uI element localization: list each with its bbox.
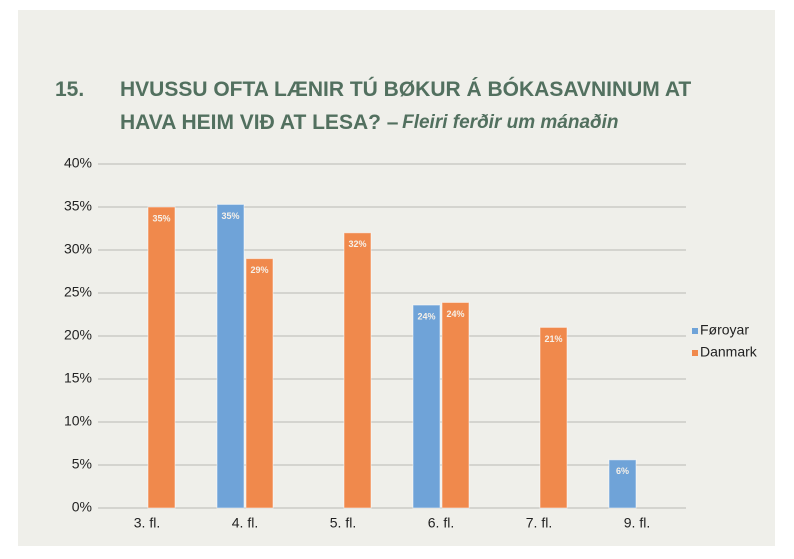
- panel: [18, 10, 775, 546]
- value-label: 24%: [446, 309, 464, 319]
- value-label: 35%: [152, 213, 170, 223]
- value-label: 29%: [250, 265, 268, 275]
- legend-swatch: [692, 328, 698, 334]
- title-number: 15.: [55, 78, 84, 101]
- value-label: 35%: [221, 211, 239, 221]
- y-tick-label: 35%: [64, 198, 92, 214]
- chart-title: HVUSSU OFTA LÆNIR TÚ BØKUR Á BÓKASAVNINU…: [120, 77, 691, 101]
- y-tick-label: 15%: [64, 370, 92, 386]
- bar: [245, 258, 274, 509]
- legend-label: Føroyar: [700, 322, 749, 338]
- chart-title-line: HAVA HEIM VIÐ AT LESA? – Fleiri ferðir u…: [120, 111, 619, 134]
- bar: [147, 206, 176, 509]
- y-tick-label: 40%: [64, 155, 92, 171]
- bar: [216, 203, 245, 509]
- bar: [343, 232, 372, 509]
- x-tick-label: 3. fl.: [134, 515, 160, 531]
- value-label: 21%: [544, 334, 562, 344]
- x-tick-label: 5. fl.: [330, 515, 356, 531]
- bar: [539, 326, 568, 509]
- value-label: 24%: [417, 311, 435, 321]
- y-tick-label: 10%: [64, 413, 92, 429]
- x-tick-label: 6. fl.: [428, 515, 454, 531]
- y-tick-label: 30%: [64, 241, 92, 257]
- bar: [412, 304, 441, 509]
- x-tick-label: 7. fl.: [526, 515, 552, 531]
- x-tick-label: 9. fl.: [624, 515, 650, 531]
- y-tick-label: 20%: [64, 327, 92, 343]
- chart-title: HAVA HEIM VIÐ AT LESA? –: [120, 111, 399, 134]
- bar: [441, 301, 470, 509]
- y-tick-label: 25%: [64, 284, 92, 300]
- legend-label: Danmark: [700, 344, 758, 360]
- value-label: 6%: [616, 466, 629, 476]
- chart-subtitle: Fleiri ferðir um mánaðin: [402, 112, 618, 133]
- bar: [608, 459, 637, 509]
- y-tick-label: 5%: [72, 456, 92, 472]
- y-tick-label: 0%: [72, 499, 92, 515]
- value-label: 32%: [348, 239, 366, 249]
- x-tick-label: 4. fl.: [232, 515, 258, 531]
- legend-swatch: [692, 350, 698, 356]
